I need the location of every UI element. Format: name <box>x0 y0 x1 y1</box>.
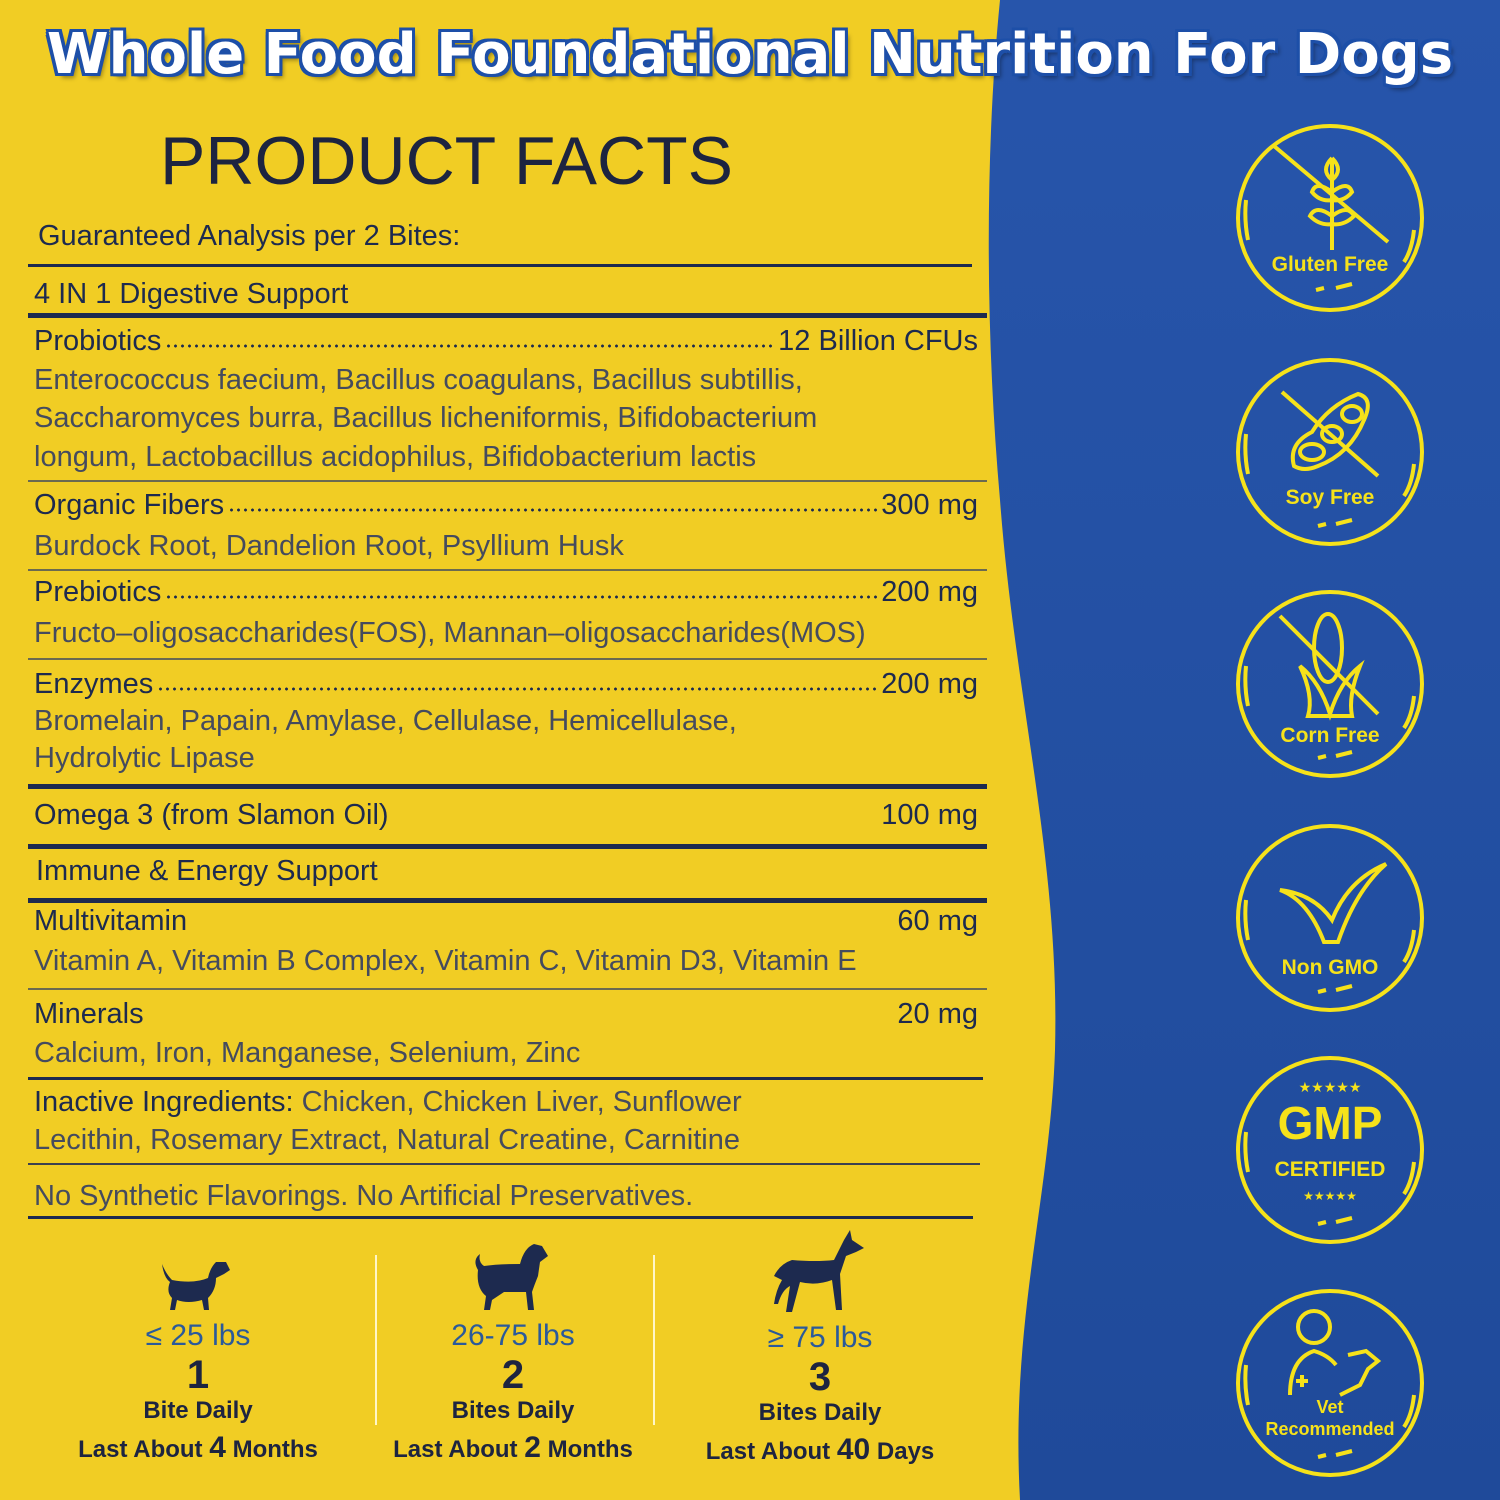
vet-with-dog-icon <box>1236 1289 1424 1477</box>
badge-label: Vet <box>1316 1397 1344 1417</box>
soybean-crossed-icon <box>1236 358 1424 546</box>
medium-dog-icon <box>475 1244 548 1310</box>
divider-thin <box>28 569 987 571</box>
no-synthetic-note: No Synthetic Flavorings. No Artificial P… <box>34 1180 694 1212</box>
fact-row-multivitamin: Multivitamin 60 mg <box>34 902 978 940</box>
fact-name: Multivitamin <box>34 905 188 937</box>
fact-amount: 60 mg <box>897 905 978 937</box>
divider-thin <box>28 480 987 482</box>
bite-count: 3 <box>808 1355 832 1399</box>
weight-range: ≤ 25 lbs <box>145 1319 251 1352</box>
svg-text:★★★★★: ★★★★★ <box>1299 1080 1362 1096</box>
dot-leader <box>157 687 878 691</box>
badge-label: Recommended <box>1265 1419 1395 1439</box>
divider <box>28 264 972 267</box>
duration: Last About 2 Months <box>393 1431 633 1464</box>
inactive-ingredients: Inactive Ingredients: Chicken, Chicken L… <box>34 1083 742 1121</box>
divider-thick <box>28 313 987 318</box>
page-title: Whole Food Foundational Nutrition For Do… <box>46 22 1454 87</box>
fact-desc: Fructo–oligosaccharides(FOS), Mannan–oli… <box>34 617 866 649</box>
badge-label: Gluten Free <box>1271 253 1389 276</box>
fact-desc: Calcium, Iron, Manganese, Selenium, Zinc <box>34 1037 581 1069</box>
fact-amount: 20 mg <box>897 998 978 1030</box>
section-immune-header: Immune & Energy Support <box>36 855 378 887</box>
inactive-label: Inactive Ingredients: <box>34 1086 294 1118</box>
badge-gluten-free: Gluten Free <box>1228 120 1432 316</box>
dot-leader <box>165 595 878 599</box>
dosage-small-dog: ≤ 25 lbs 1 Bite Daily Last About 4 Month… <box>48 1258 348 1465</box>
fact-row-organic-fibers: Organic Fibers 300 mg <box>34 486 978 524</box>
bite-unit: Bites Daily <box>758 1399 882 1426</box>
bite-unit: Bites Daily <box>451 1397 575 1424</box>
dosage-medium-dog: 26-75 lbs 2 Bites Daily Last About 2 Mon… <box>363 1242 663 1465</box>
divider <box>28 1163 980 1165</box>
column-divider <box>375 1255 377 1425</box>
duration: Last About 40 Days <box>705 1433 935 1466</box>
fact-desc: Saccharomyces burra, Bacillus lichenifor… <box>34 402 818 434</box>
dot-leader <box>228 508 878 512</box>
small-dog-icon <box>162 1262 230 1310</box>
fact-row-omega: Omega 3 (from Slamon Oil) 100 mg <box>34 796 978 834</box>
large-dog-icon <box>774 1230 864 1312</box>
divider-thin <box>28 658 987 660</box>
fact-amount: 100 mg <box>881 799 978 831</box>
badge-label: Non GMO <box>1281 956 1379 979</box>
fact-desc: Vitamin A, Vitamin B Complex, Vitamin C,… <box>34 945 857 977</box>
fact-name: Omega 3 (from Slamon Oil) <box>34 799 389 831</box>
fact-desc: Bromelain, Papain, Amylase, Cellulase, H… <box>34 705 737 737</box>
fact-row-enzymes: Enzymes 200 mg <box>34 665 978 703</box>
fact-row-prebiotics: Prebiotics 200 mg <box>34 573 978 611</box>
badge-non-gmo: Non GMO <box>1228 820 1432 1016</box>
badge-soy-free: Soy Free <box>1228 354 1432 550</box>
fact-desc: Enterococcus faecium, Bacillus coagulans… <box>34 364 803 396</box>
fact-name: Probiotics <box>34 325 162 357</box>
bite-count: 2 <box>501 1353 525 1397</box>
badge-title: GMP <box>1277 1097 1383 1149</box>
fact-name: Organic Fibers <box>34 489 225 521</box>
bite-unit: Bite Daily <box>143 1397 253 1424</box>
column-divider <box>653 1255 655 1425</box>
wheat-crossed-icon <box>1236 124 1424 312</box>
fact-amount: 200 mg <box>881 668 978 700</box>
badge-label: Corn Free <box>1280 724 1380 747</box>
divider <box>28 1077 983 1080</box>
fact-amount: 300 mg <box>881 489 978 521</box>
divider <box>28 1216 973 1219</box>
inactive-list-cont: Lecithin, Rosemary Extract, Natural Crea… <box>34 1124 740 1156</box>
fact-amount: 200 mg <box>881 576 978 608</box>
fact-desc: Hydrolytic Lipase <box>34 742 255 774</box>
bite-count: 1 <box>186 1353 210 1397</box>
gmp-stars-icon: ★★★★★ ★★★★★ <box>1236 1056 1424 1244</box>
divider-thick <box>28 898 987 903</box>
fact-desc: longum, Lactobacillus acidophilus, Bifid… <box>34 441 757 473</box>
inactive-list: Chicken, Chicken Liver, Sunflower <box>293 1086 742 1118</box>
duration: Last About 4 Months <box>78 1431 318 1464</box>
divider-thick <box>28 844 987 849</box>
weight-range: 26-75 lbs <box>451 1319 575 1352</box>
checkmark-icon <box>1236 824 1424 1012</box>
fact-row-probiotics: Probiotics 12 Billion CFUs <box>34 322 978 360</box>
fact-name: Minerals <box>34 998 144 1030</box>
section-digestive-header: 4 IN 1 Digestive Support <box>34 278 349 310</box>
badge-vet-recommended: Vet Recommended <box>1228 1285 1432 1481</box>
product-facts-heading: PRODUCT FACTS <box>160 123 734 199</box>
fact-name: Prebiotics <box>34 576 162 608</box>
weight-range: ≥ 75 lbs <box>767 1321 873 1354</box>
dosage-large-dog: ≥ 75 lbs 3 Bites Daily Last About 40 Day… <box>670 1230 970 1467</box>
analysis-label: Guaranteed Analysis per 2 Bites: <box>38 220 461 252</box>
fact-desc: Burdock Root, Dandelion Root, Psyllium H… <box>34 530 624 562</box>
divider-thin <box>28 988 987 990</box>
corn-crossed-icon <box>1236 590 1424 778</box>
fact-row-minerals: Minerals 20 mg <box>34 995 978 1033</box>
fact-amount: 12 Billion CFUs <box>778 325 978 357</box>
divider-thick <box>28 784 987 789</box>
badge-corn-free: Corn Free <box>1228 586 1432 782</box>
badge-label: Soy Free <box>1285 486 1375 509</box>
fact-name: Enzymes <box>34 668 154 700</box>
badge-label: CERTIFIED <box>1274 1158 1386 1181</box>
badge-gmp-certified: ★★★★★ ★★★★★ GMP CERTIFIED <box>1228 1052 1432 1248</box>
dot-leader <box>165 344 775 348</box>
svg-text:★★★★★: ★★★★★ <box>1303 1189 1357 1203</box>
